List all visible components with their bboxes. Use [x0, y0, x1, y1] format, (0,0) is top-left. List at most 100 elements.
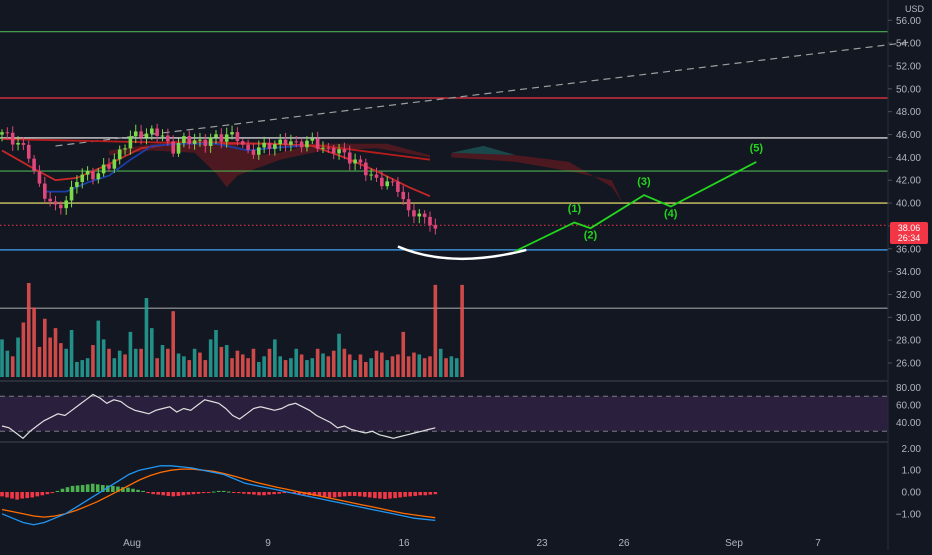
candle-body [32, 158, 36, 171]
volume-bar [85, 358, 90, 377]
candle-body [406, 199, 411, 211]
macd-histogram-bar [363, 492, 367, 497]
volume-bar [10, 356, 15, 377]
volume-bar [112, 358, 117, 377]
volume-bar [454, 358, 459, 377]
volume-bar [299, 354, 304, 377]
volume-bar [273, 339, 277, 377]
time-axis-tick-label: 26 [618, 538, 630, 549]
volume-bar [460, 284, 464, 377]
volume-bar [444, 358, 448, 377]
wave-drawings[interactable]: (1) (2) (3) (4) (5) [397, 143, 764, 261]
volume-bar [412, 352, 416, 377]
time-axis[interactable]: Aug 9 16 23 26 Sep 7 [123, 538, 821, 549]
candle-body [390, 181, 395, 183]
volume-bar [26, 283, 31, 377]
volume-bar [406, 356, 411, 377]
candle-body [69, 186, 74, 201]
macd-histogram-bar [408, 492, 412, 497]
candle-body [139, 131, 143, 138]
candle-body [176, 142, 181, 154]
macd-axis-tick-label: 1.00 [902, 466, 922, 477]
volume-bar [96, 320, 101, 377]
candle-body [380, 177, 384, 187]
rsi-line [1, 393, 436, 440]
volume-bar [310, 358, 315, 377]
wave-label: (5) [750, 143, 764, 155]
volume-bar [0, 339, 4, 377]
macd-line [1, 465, 436, 526]
volume-bar [5, 350, 10, 377]
last-price-tag: 38.06 26:34 [890, 222, 928, 244]
macd-histogram-bar [206, 492, 211, 493]
volume-bar [240, 354, 245, 377]
candle-body [155, 128, 159, 136]
candle-body [43, 183, 47, 199]
macd-histogram-bar [277, 492, 281, 494]
volume-bar [347, 354, 352, 377]
macd-histogram-bar [221, 490, 226, 492]
ichimoku-cloud-area [451, 145, 516, 156]
rsi-axis-tick-label: 40.00 [896, 418, 921, 429]
price-axis-tick-label: 46.00 [896, 130, 921, 141]
ichimoku-cloud-area [451, 152, 623, 204]
volume-bar [155, 358, 159, 377]
volume-bar [214, 330, 218, 377]
rounded-bottom-arc[interactable] [397, 245, 527, 261]
volume-bar [192, 348, 197, 377]
time-axis-tick-label: Aug [123, 538, 141, 549]
candle-body [208, 137, 213, 146]
volume-bar [198, 352, 202, 377]
time-axis-tick-label: 7 [815, 538, 821, 549]
volume-bar [417, 354, 422, 377]
candle-body [5, 132, 10, 134]
candle-body [315, 138, 320, 149]
volume-bar [267, 348, 272, 377]
volume-bar [171, 311, 175, 377]
volume-bar [278, 356, 282, 377]
volume-bar [315, 348, 320, 377]
macd-histogram-bar [80, 485, 85, 492]
macd-histogram-bar [116, 486, 120, 492]
volume-bar [433, 284, 438, 377]
macd-histogram-bar [161, 492, 166, 496]
volume-bar [139, 348, 143, 377]
macd-histogram-bar [50, 492, 55, 494]
candle-body [417, 213, 422, 217]
macd-histogram-bar [433, 492, 438, 495]
time-axis-tick-label: 23 [536, 538, 548, 549]
time-axis-tick-label: 9 [265, 538, 271, 549]
volume-bar [203, 360, 208, 377]
candle-body [16, 142, 20, 145]
macd-histogram-bar [10, 492, 14, 499]
volume-bar [133, 348, 138, 377]
macd-histogram-bar [267, 492, 271, 495]
rsi-band-fill [0, 396, 888, 432]
candle-body [26, 144, 31, 159]
volume-bar [326, 356, 331, 377]
time-axis-tick-label: Sep [725, 538, 743, 549]
volume-bar [283, 360, 288, 377]
macd-histogram-bar [146, 492, 150, 494]
volume-bar [364, 361, 368, 377]
wave-label: (1) [568, 203, 582, 215]
price-axis[interactable]: USD 56.00 54.00 52.00 50.00 48.00 46.00 44.00 4… [887, 0, 928, 550]
macd-histogram-bar [317, 492, 322, 497]
candle-body [48, 198, 52, 202]
candle-body [128, 136, 133, 149]
price-axis-tick-label: 42.00 [896, 176, 921, 187]
macd-histogram-bar [423, 492, 428, 496]
price-axis-tick-label: 30.00 [896, 313, 921, 324]
candle-body [305, 140, 309, 148]
volume-bar [428, 356, 432, 377]
volume-bar [251, 348, 256, 377]
macd-histogram-bar [141, 490, 145, 492]
macd-histogram-bar [40, 492, 45, 496]
price-axis-tick-label: 34.00 [896, 267, 921, 278]
macd-histogram-bar [428, 492, 433, 495]
candle-body [96, 173, 101, 180]
elliott-wave-projection[interactable] [515, 161, 757, 252]
volume-bar [37, 346, 42, 377]
